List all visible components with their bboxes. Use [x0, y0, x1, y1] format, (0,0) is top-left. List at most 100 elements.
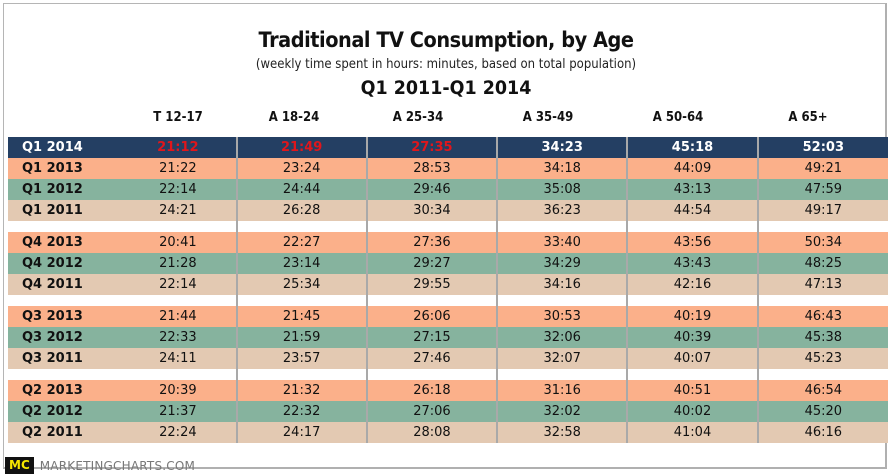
row-label: Q2 2013 [8, 380, 121, 401]
spacer-cell [756, 221, 888, 232]
data-cell: 29:46 [365, 179, 498, 200]
data-cell: 34:18 [496, 158, 628, 179]
data-cell: 40:39 [626, 327, 758, 348]
table-row: Q2 2013 20:39 21:32 26:18 31:16 40:51 46:54 [8, 380, 888, 401]
group-spacer [8, 221, 888, 232]
data-cell: 42:16 [626, 274, 758, 295]
marketingcharts-logo: MC [5, 457, 34, 474]
data-cell: 25:34 [235, 274, 367, 295]
chart-title: Traditional TV Consumption, by Age [258, 28, 634, 52]
data-cell: 23:24 [235, 158, 367, 179]
data-cell: 40:02 [626, 401, 758, 422]
data-cell: 45:18 [626, 137, 758, 158]
data-cell: 29:55 [365, 274, 498, 295]
data-cell: 47:13 [756, 274, 888, 295]
column-header: A 50-64 [652, 110, 704, 125]
data-cell: 46:54 [756, 380, 888, 401]
column-header: A 25-34 [392, 110, 444, 125]
data-cell: 34:29 [496, 253, 628, 274]
footer: MC MARKETINGCHARTS.COM [5, 457, 195, 474]
table-row: Q3 2013 21:44 21:45 26:06 30:53 40:19 46:43 [8, 306, 888, 327]
data-cell: 43:13 [626, 179, 758, 200]
table-row: Q4 2013 20:41 22:27 27:36 33:40 43:56 50:34 [8, 232, 888, 253]
spacer-cell [120, 369, 237, 380]
table-row: Q1 2014 21:12 21:49 27:35 34:23 45:18 52:03 [8, 137, 888, 158]
table-row: Q1 2012 22:14 24:44 29:46 35:08 43:13 47:59 [8, 179, 888, 200]
data-cell: 35:08 [496, 179, 628, 200]
column-header: A 65+ [788, 110, 828, 125]
data-cell: 32:02 [496, 401, 628, 422]
data-cell: 21:45 [235, 306, 367, 327]
data-cell: 21:28 [120, 253, 237, 274]
data-cell: 26:06 [365, 306, 498, 327]
data-cell: 27:46 [365, 348, 498, 369]
data-cell: 21:12 [120, 137, 237, 158]
data-cell: 41:04 [626, 422, 758, 443]
data-cell: 33:40 [496, 232, 628, 253]
row-label: Q3 2013 [8, 306, 121, 327]
data-cell: 27:15 [365, 327, 498, 348]
row-label: Q1 2012 [8, 179, 121, 200]
data-table: Q1 2014 21:12 21:49 27:35 34:23 45:18 52:03 Q1 … [8, 137, 888, 443]
data-cell: 34:16 [496, 274, 628, 295]
table-row: Q2 2011 22:24 24:17 28:08 32:58 41:04 46:16 [8, 422, 888, 443]
data-cell: 45:38 [756, 327, 888, 348]
data-cell: 24:44 [235, 179, 367, 200]
data-cell: 22:14 [120, 179, 237, 200]
data-cell: 32:58 [496, 422, 628, 443]
spacer-cell [365, 369, 498, 380]
column-header: A 35-49 [522, 110, 574, 125]
row-label: Q3 2012 [8, 327, 121, 348]
data-cell: 27:35 [365, 137, 498, 158]
group-spacer [8, 369, 888, 380]
spacer-cell [365, 221, 498, 232]
spacer-cell [365, 295, 498, 306]
row-label: Q2 2011 [8, 422, 121, 443]
row-label: Q1 2014 [8, 137, 121, 158]
data-cell: 40:19 [626, 306, 758, 327]
data-cell: 21:22 [120, 158, 237, 179]
spacer-cell [235, 295, 367, 306]
row-label: Q4 2013 [8, 232, 121, 253]
spacer-cell [120, 221, 237, 232]
group-spacer [8, 295, 888, 306]
spacer-cell [8, 295, 121, 306]
data-cell: 49:21 [756, 158, 888, 179]
data-cell: 50:34 [756, 232, 888, 253]
spacer-cell [8, 221, 121, 232]
data-cell: 34:23 [496, 137, 628, 158]
row-label: Q3 2011 [8, 348, 121, 369]
chart-period: Q1 2011-Q1 2014 [360, 77, 532, 99]
row-label: Q4 2012 [8, 253, 121, 274]
data-cell: 21:44 [120, 306, 237, 327]
chart-subtitle: (weekly time spent in hours: minutes, ba… [255, 57, 637, 72]
data-cell: 29:27 [365, 253, 498, 274]
data-cell: 30:53 [496, 306, 628, 327]
column-header: T 12-17 [153, 110, 203, 125]
data-cell: 27:36 [365, 232, 498, 253]
spacer-cell [496, 295, 628, 306]
data-cell: 22:32 [235, 401, 367, 422]
data-cell: 43:56 [626, 232, 758, 253]
data-cell: 45:20 [756, 401, 888, 422]
spacer-cell [756, 295, 888, 306]
data-cell: 49:17 [756, 200, 888, 221]
data-cell: 26:28 [235, 200, 367, 221]
row-label: Q2 2012 [8, 401, 121, 422]
spacer-cell [496, 369, 628, 380]
data-cell: 21:37 [120, 401, 237, 422]
data-cell: 46:43 [756, 306, 888, 327]
source-site: MARKETINGCHARTS.COM [39, 458, 196, 473]
row-label: Q4 2011 [8, 274, 121, 295]
data-cell: 22:33 [120, 327, 237, 348]
data-cell: 28:53 [365, 158, 498, 179]
data-cell: 36:23 [496, 200, 628, 221]
row-label: Q1 2011 [8, 200, 121, 221]
data-cell: 23:57 [235, 348, 367, 369]
column-header: A 18-24 [268, 110, 320, 125]
data-cell: 44:54 [626, 200, 758, 221]
data-cell: 32:07 [496, 348, 628, 369]
data-cell: 52:03 [756, 137, 888, 158]
spacer-cell [626, 221, 758, 232]
data-cell: 31:16 [496, 380, 628, 401]
